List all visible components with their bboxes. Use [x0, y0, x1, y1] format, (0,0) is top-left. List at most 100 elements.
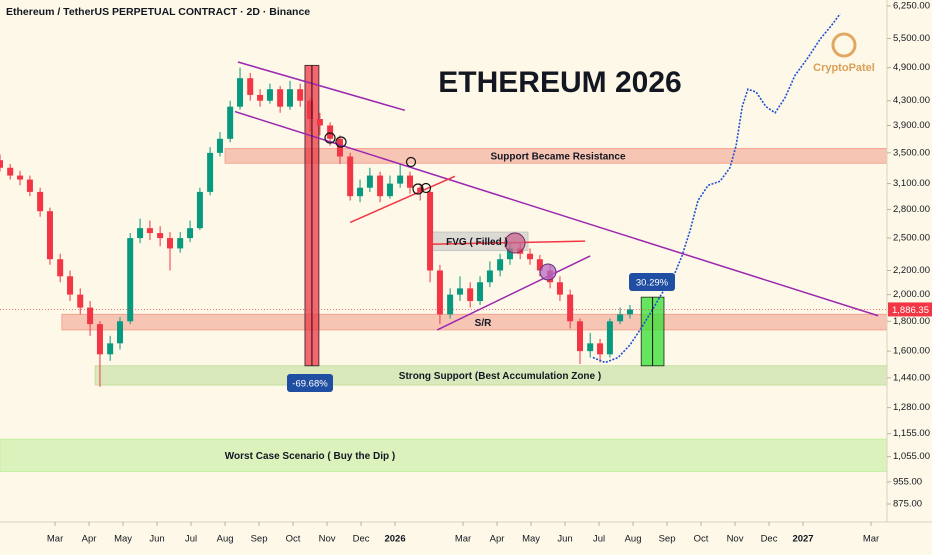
y-tick-label: 5,500.00 [893, 33, 930, 44]
x-tick-label: Jul [593, 534, 605, 545]
x-tick-label: Apr [490, 534, 505, 545]
zone-label: Support Became Resistance [490, 152, 625, 163]
x-tick-label: Dec [353, 534, 370, 545]
y-tick-label: 875.00 [893, 499, 922, 510]
candle-body [587, 343, 594, 352]
candle-body [7, 167, 14, 176]
candle-body [447, 294, 454, 315]
x-tick-label: Mar [863, 534, 879, 545]
measure-label: 30.29% [636, 278, 669, 289]
candle-body [397, 175, 404, 184]
last-price-badge [888, 302, 932, 317]
candle-body [257, 94, 264, 101]
x-tick-label: Aug [625, 534, 642, 545]
x-tick-label: Aug [217, 534, 234, 545]
watermark-logo [831, 32, 857, 58]
x-tick-label: May [522, 534, 540, 545]
zone [0, 438, 888, 472]
candle-body [316, 119, 323, 126]
y-tick-label: 4,300.00 [893, 95, 930, 106]
candle-body [17, 175, 24, 180]
candle-body [307, 100, 314, 120]
candle-body [297, 89, 304, 101]
pivot-marker [420, 182, 432, 194]
pivot-marker [412, 183, 424, 195]
candle-body [96, 324, 103, 355]
candle-body [536, 259, 543, 271]
candle-body [87, 307, 94, 325]
y-tick-label: 3,900.00 [893, 120, 930, 131]
y-tick-label: 1,440.00 [893, 372, 930, 383]
candle-body [187, 228, 194, 239]
candle-body [207, 152, 214, 192]
y-tick-label: 3,500.00 [893, 147, 930, 158]
candle-body [556, 282, 563, 295]
x-tick-label: Nov [727, 534, 744, 545]
measure-badge [629, 273, 675, 291]
candle-body [247, 78, 254, 95]
candle-body [386, 183, 393, 197]
x-tick-label: 2027 [792, 534, 813, 545]
projection-path [592, 13, 841, 364]
y-tick-label: 1,280.00 [893, 402, 930, 413]
x-tick-label: Nov [319, 534, 336, 545]
candle-body [456, 288, 463, 295]
candle-body [347, 156, 354, 197]
candle-body [287, 89, 294, 107]
y-tick-label: 2,200.00 [893, 265, 930, 276]
watermark: CryptoPatel [813, 32, 875, 74]
candle-body [467, 288, 474, 302]
x-tick-label: Dec [761, 534, 778, 545]
candle-body [527, 253, 534, 260]
y-tick-label: 4,900.00 [893, 62, 930, 73]
x-tick-label: Jun [557, 534, 572, 545]
zone-label: S/R [475, 318, 492, 329]
y-tick-label: 2,000.00 [893, 289, 930, 300]
retest-marker [504, 232, 526, 254]
candle-body [377, 175, 384, 197]
candle-body [166, 238, 173, 249]
trendline [349, 175, 456, 224]
candle-body [227, 106, 234, 139]
zone-label: Worst Case Scenario ( Buy the Dip ) [225, 451, 395, 462]
candle-body [417, 187, 424, 192]
x-tick-label: Oct [286, 534, 301, 545]
x-tick-label: Apr [82, 534, 97, 545]
candle-body [177, 238, 184, 249]
trendline [237, 61, 406, 112]
trendlines [234, 13, 879, 364]
candle-body [117, 321, 124, 344]
zone-label: Strong Support (Best Accumulation Zone ) [399, 371, 601, 382]
candle-body [567, 294, 574, 322]
candle-body [46, 211, 53, 260]
candle-body [626, 309, 633, 315]
candle-body [237, 78, 244, 107]
retest-marker [539, 263, 557, 281]
candle-body [617, 314, 624, 322]
x-tick-label: 2026 [384, 534, 405, 545]
candle-body [327, 125, 334, 139]
candle-body [67, 276, 74, 295]
y-tick-label: 955.00 [893, 476, 922, 487]
pivot-marker [405, 156, 417, 168]
zone-label: FVG ( Filled ) [446, 237, 508, 248]
x-tick-label: Mar [47, 534, 63, 545]
candle-body [57, 259, 64, 277]
x-tick-label: Sep [251, 534, 268, 545]
y-tick-label: 6,250.00 [893, 1, 930, 12]
y-tick-label: 2,500.00 [893, 233, 930, 244]
candle-body [497, 259, 504, 271]
y-tick-label: 3,100.00 [893, 178, 930, 189]
chart-subtitle: Ethereum / TetherUS PERPETUAL CONTRACT ·… [6, 6, 310, 18]
candle-body [277, 89, 284, 107]
candle-body [357, 187, 364, 197]
measure-label: -69.68% [292, 379, 328, 390]
candle-body [0, 160, 3, 168]
candle-body [107, 343, 114, 355]
candle-body [146, 228, 153, 234]
x-tick-label: Mar [455, 534, 471, 545]
x-tick-label: May [114, 534, 132, 545]
candle-body [26, 179, 33, 192]
